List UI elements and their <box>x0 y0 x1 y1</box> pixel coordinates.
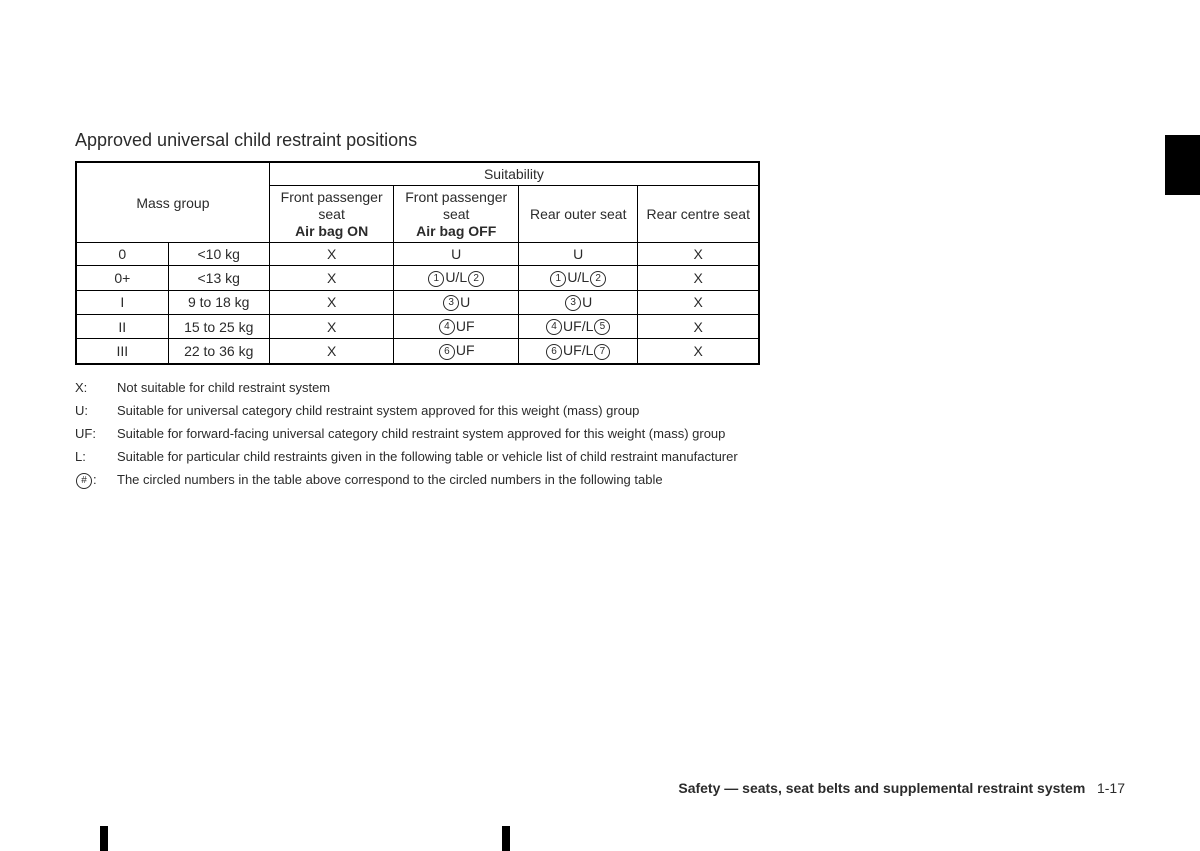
cell-group: 0+ <box>76 266 168 290</box>
crop-mark <box>502 826 510 851</box>
cell-group: III <box>76 339 168 364</box>
cell-fp-on: X <box>269 266 394 290</box>
legend-text: Suitable for forward-facing universal ca… <box>117 425 725 443</box>
th-fp-on-l1: Front passenger <box>281 189 383 205</box>
th-mass-group: Mass group <box>76 162 269 243</box>
circled-number-icon: 4 <box>439 319 455 335</box>
circled-number-icon: 4 <box>546 319 562 335</box>
th-suitability: Suitability <box>269 162 759 186</box>
cell-fp-on: X <box>269 339 394 364</box>
th-fp-off: Front passenger seat Air bag OFF <box>394 186 519 243</box>
cell-rear-outer: 6UF/L7 <box>519 339 638 364</box>
cell-rear-outer: 3U <box>519 290 638 314</box>
legend-row: L:Suitable for particular child restrain… <box>75 448 1130 466</box>
cell-text: U <box>451 246 461 262</box>
section-tab <box>1165 135 1200 195</box>
page: Approved universal child restraint posit… <box>0 0 1200 851</box>
cell-rear-centre: X <box>638 314 759 338</box>
th-fp-on: Front passenger seat Air bag ON <box>269 186 394 243</box>
circled-hash-icon: # <box>76 473 92 489</box>
legend-key: UF: <box>75 425 117 443</box>
legend-text: Not suitable for child restraint system <box>117 379 330 397</box>
footer-page: 1-17 <box>1097 780 1125 796</box>
table-row: III22 to 36 kgX6UF6UF/L7X <box>76 339 759 364</box>
cell-weight: <10 kg <box>168 243 269 266</box>
crop-marks <box>0 826 1200 851</box>
cell-group: II <box>76 314 168 338</box>
cell-rear-outer: 1U/L2 <box>519 266 638 290</box>
cell-weight: 22 to 36 kg <box>168 339 269 364</box>
cell-text: U/L <box>445 269 467 285</box>
circled-number-icon: 3 <box>565 295 581 311</box>
restraint-table: Mass group Suitability Front passenger s… <box>75 161 760 365</box>
cell-text: U/L <box>567 269 589 285</box>
legend-key: X: <box>75 379 117 397</box>
legend-key: L: <box>75 448 117 466</box>
page-content: Approved universal child restraint posit… <box>75 130 1130 495</box>
circled-number-icon: 1 <box>550 271 566 287</box>
legend-text: Suitable for universal category child re… <box>117 402 639 420</box>
cell-fp-off: 4UF <box>394 314 519 338</box>
circled-number-icon: 6 <box>546 344 562 360</box>
cell-fp-on: X <box>269 314 394 338</box>
cell-weight: 9 to 18 kg <box>168 290 269 314</box>
legend-row: X:Not suitable for child restraint syste… <box>75 379 1130 397</box>
legend-row: UF:Suitable for forward-facing universal… <box>75 425 1130 443</box>
cell-fp-on: X <box>269 290 394 314</box>
cell-group: 0 <box>76 243 168 266</box>
legend-row: U:Suitable for universal category child … <box>75 402 1130 420</box>
circled-number-icon: 1 <box>428 271 444 287</box>
cell-weight: 15 to 25 kg <box>168 314 269 338</box>
table-row: 0+<13 kgX1U/L21U/L2X <box>76 266 759 290</box>
legend-key: U: <box>75 402 117 420</box>
cell-text: U <box>582 294 592 310</box>
circled-number-icon: 5 <box>594 319 610 335</box>
table-row: II15 to 25 kgX4UF4UF/L5X <box>76 314 759 338</box>
th-fp-off-l3: Air bag OFF <box>416 223 496 239</box>
cell-text: UF/L <box>563 342 593 358</box>
cell-weight: <13 kg <box>168 266 269 290</box>
table-row: 0<10 kgXUUX <box>76 243 759 266</box>
cell-fp-off: 6UF <box>394 339 519 364</box>
circled-number-icon: 2 <box>468 271 484 287</box>
circled-number-icon: 6 <box>439 344 455 360</box>
circled-number-icon: 3 <box>443 295 459 311</box>
cell-fp-off: 1U/L2 <box>394 266 519 290</box>
footer-section: Safety — seats, seat belts and supplemen… <box>678 780 1085 796</box>
th-rear-centre: Rear centre seat <box>638 186 759 243</box>
legend: X:Not suitable for child restraint syste… <box>75 379 1130 490</box>
cell-fp-off: U <box>394 243 519 266</box>
cell-rear-outer: U <box>519 243 638 266</box>
crop-mark <box>100 826 108 851</box>
circled-number-icon: 7 <box>594 344 610 360</box>
cell-rear-centre: X <box>638 266 759 290</box>
cell-rear-centre: X <box>638 339 759 364</box>
cell-text: UF <box>456 318 475 334</box>
th-fp-on-l3: Air bag ON <box>295 223 368 239</box>
legend-text: The circled numbers in the table above c… <box>117 471 663 489</box>
cell-text: UF <box>456 342 475 358</box>
legend-row: #:The circled numbers in the table above… <box>75 471 1130 489</box>
legend-key: #: <box>75 471 117 489</box>
cell-group: I <box>76 290 168 314</box>
cell-fp-on: X <box>269 243 394 266</box>
table-row: I9 to 18 kgX3U3UX <box>76 290 759 314</box>
page-footer: Safety — seats, seat belts and supplemen… <box>678 780 1125 796</box>
th-fp-on-l2: seat <box>318 206 344 222</box>
cell-fp-off: 3U <box>394 290 519 314</box>
cell-rear-centre: X <box>638 243 759 266</box>
th-fp-off-l1: Front passenger <box>405 189 507 205</box>
th-rear-outer: Rear outer seat <box>519 186 638 243</box>
legend-text: Suitable for particular child restraints… <box>117 448 738 466</box>
cell-rear-outer: 4UF/L5 <box>519 314 638 338</box>
th-fp-off-l2: seat <box>443 206 469 222</box>
cell-text: U <box>460 294 470 310</box>
cell-text: U <box>573 246 583 262</box>
page-title: Approved universal child restraint posit… <box>75 130 1130 151</box>
cell-rear-centre: X <box>638 290 759 314</box>
cell-text: UF/L <box>563 318 593 334</box>
circled-number-icon: 2 <box>590 271 606 287</box>
